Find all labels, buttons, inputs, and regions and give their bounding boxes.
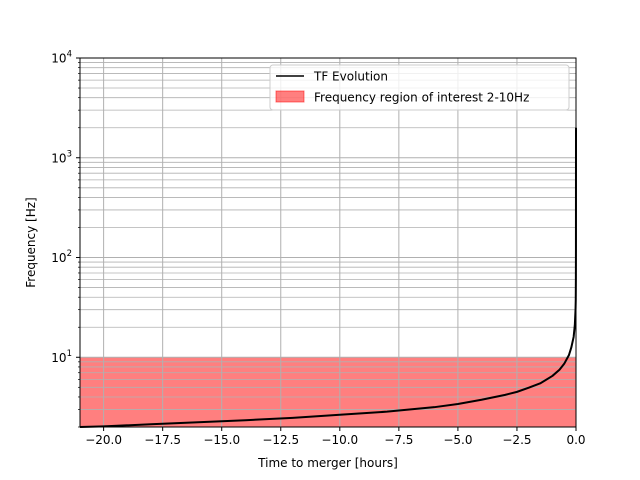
y-tick-label: 102 (51, 249, 72, 265)
x-tick-label: −2.5 (502, 433, 531, 447)
legend-label-region: Frequency region of interest 2-10Hz (314, 91, 529, 105)
x-tick-label: −5.0 (443, 433, 472, 447)
x-tick-label: 0.0 (566, 433, 585, 447)
x-axis-label: Time to merger [hours] (257, 456, 398, 470)
y-tick-label: 104 (51, 50, 72, 66)
legend: TF Evolution Frequency region of interes… (269, 64, 570, 111)
legend-label-tf-evolution: TF Evolution (313, 70, 388, 84)
x-tick-label: −10.0 (321, 433, 358, 447)
series-line-0 (79, 127, 577, 428)
x-tick-label: −15.0 (203, 433, 240, 447)
series-layer (79, 127, 577, 428)
x-tick-label: −12.5 (262, 433, 299, 447)
x-tick-label: −17.5 (144, 433, 181, 447)
legend-patch-swatch (275, 90, 305, 103)
legend-box (269, 64, 570, 111)
x-tick-label: −7.5 (384, 433, 413, 447)
axes-frame (79, 57, 577, 428)
x-tick-label: −20.0 (85, 433, 122, 447)
y-tick-label: 101 (51, 349, 72, 365)
tick-layer: −20.0 −17.5 −15.0 −12.5 −10.0 −7.5 −5.0 −2.5 0.0… (51, 50, 585, 448)
y-axis-label: Frequency [Hz] (24, 197, 38, 288)
y-tick-label: 103 (51, 149, 72, 165)
